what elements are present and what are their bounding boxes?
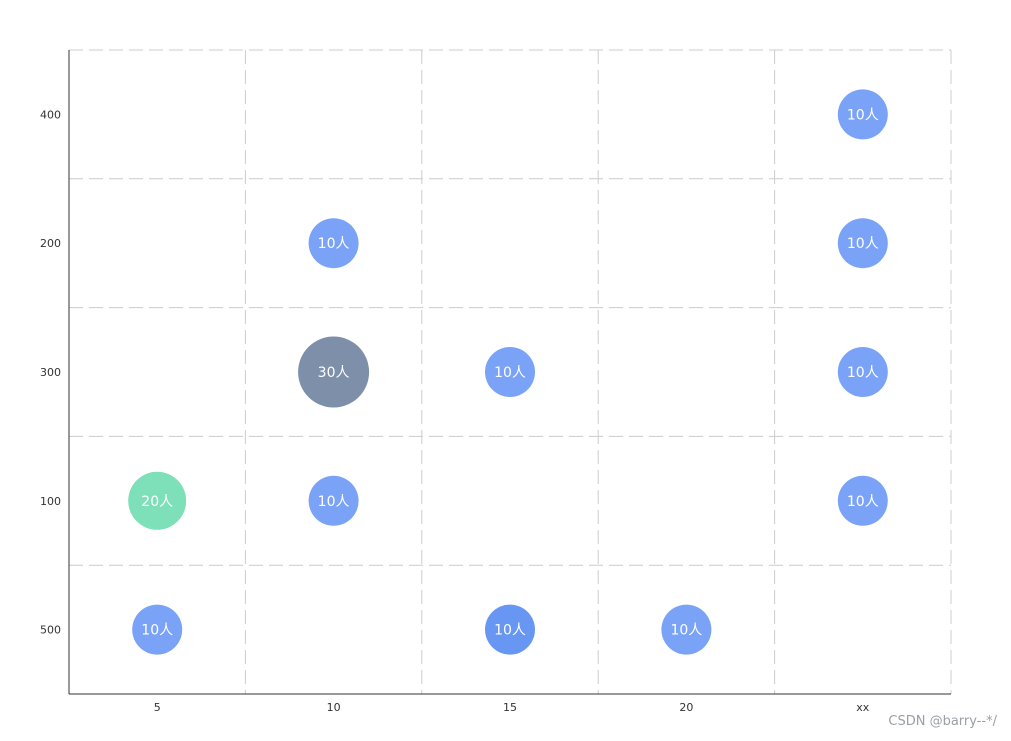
- y-tick-label: 500: [40, 624, 61, 637]
- bubble[interactable]: [837, 347, 888, 397]
- tick-layer: 5 10 15 20 xx 500 100 300 200 400: [40, 108, 870, 714]
- bubble[interactable]: [308, 218, 359, 269]
- bubble[interactable]: [837, 218, 888, 269]
- y-tick-label: 200: [40, 237, 61, 250]
- bubble[interactable]: [661, 604, 712, 655]
- bubble-label: 10人: [318, 494, 350, 510]
- watermark: CSDN @barry--*/: [888, 714, 997, 729]
- x-tick-label: 20: [679, 701, 693, 714]
- bubble-label: 10人: [847, 365, 879, 381]
- y-tick-label: 400: [40, 108, 61, 121]
- x-tick-label: 15: [503, 701, 517, 714]
- bubble[interactable]: [837, 475, 888, 526]
- label-layer: 10人 10人 10人 30人 10人 10人 20人 10人 10人 10人 10人 10人: [141, 107, 878, 638]
- x-tick-label: xx: [856, 701, 870, 714]
- bubble-label: 30人: [318, 365, 350, 381]
- bubble-label: 10人: [494, 365, 526, 381]
- axis-layer: [68, 50, 951, 695]
- x-tick-label: 5: [154, 701, 161, 714]
- grid-layer: [69, 49, 952, 694]
- bubble-label: 20人: [141, 494, 173, 510]
- bubble[interactable]: [128, 471, 187, 530]
- bubble[interactable]: [308, 475, 359, 526]
- bubble-label: 10人: [847, 236, 879, 252]
- bubble-layer: [128, 89, 888, 655]
- bubble[interactable]: [837, 89, 888, 140]
- y-tick-label: 100: [40, 495, 61, 508]
- bubble[interactable]: [132, 604, 183, 655]
- bubble-label: 10人: [318, 236, 350, 252]
- x-tick-label: 10: [327, 701, 341, 714]
- bubble-label: 10人: [494, 623, 526, 639]
- bubble-label: 10人: [847, 494, 879, 510]
- bubble[interactable]: [485, 347, 535, 397]
- bubble[interactable]: [298, 336, 370, 408]
- y-tick-label: 300: [40, 366, 61, 379]
- bubble-label: 10人: [141, 623, 173, 639]
- bubble-label: 10人: [847, 107, 879, 123]
- bubble[interactable]: [485, 604, 535, 655]
- bubble-label: 10人: [670, 623, 702, 639]
